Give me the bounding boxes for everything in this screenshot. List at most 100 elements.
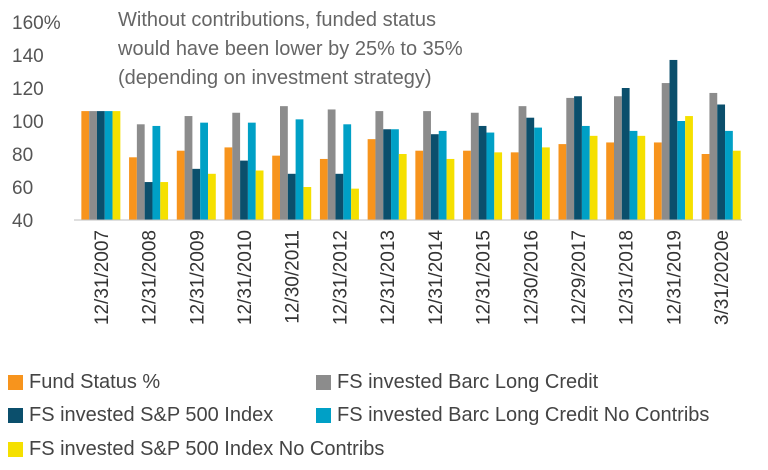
legend-label: Fund Status % [29,371,161,393]
bar [415,150,424,220]
bar [96,111,105,220]
bar [351,188,359,220]
bar [272,155,281,220]
legend-label: FS invested Barc Long Credit No Contribs [337,404,710,426]
bar [478,125,487,220]
x-tick-label: 12/29/2017 [569,230,590,325]
bar [319,158,328,220]
bar [606,142,615,220]
x-tick-label: 12/31/2010 [235,230,256,325]
x-tick-label: 12/31/2012 [330,230,351,325]
bar [677,121,686,220]
x-tick-label: 12/31/2013 [378,230,399,325]
y-tick-label: 120 [12,79,44,100]
bar-chart: 40 60 80 100 120 140 160% 12/31/2007 12/31/2008… [12,13,742,326]
bar [637,135,646,220]
legend-swatch-fund-status [8,375,23,390]
bar [367,139,376,220]
bar [653,142,662,220]
bar [136,124,145,220]
bar [247,122,256,220]
legend-label: FS invested Barc Long Credit [337,371,599,393]
bar [589,135,598,220]
x-tick-label: 3/31/2020e [712,230,733,325]
bar [112,111,121,220]
x-tick-label: 12/31/2019 [664,230,685,325]
bar [176,150,185,220]
bar [104,111,113,220]
y-tick-label: 140 [12,46,44,67]
y-tick-label: 100 [12,112,44,133]
bar [534,127,542,220]
bar [184,116,193,220]
bar [303,187,312,220]
bar [732,150,741,220]
bar [581,125,590,220]
bar [335,173,344,220]
x-tick-label: 12/31/2007 [92,230,113,325]
x-tick-label: 12/31/2018 [617,230,638,325]
legend-swatch-barc-long-credit-no-contribs [316,408,331,423]
bar [430,134,439,220]
bars [81,59,741,221]
bar [391,129,399,220]
bar [725,130,733,220]
legend: Fund Status % FS invested Barc Long Cred… [0,367,768,467]
bar [614,96,622,220]
legend-swatch-sp500-no-contribs [8,442,23,457]
x-tick-label: 12/30/2016 [521,230,542,325]
bar [518,106,527,220]
bar [232,112,241,220]
bar [685,116,693,220]
bar [240,160,248,220]
bar [661,83,670,220]
x-tick-label: 12/31/2015 [474,230,495,325]
y-tick-label: 40 [12,211,33,232]
legend-item-barc-long-credit: FS invested Barc Long Credit [316,371,598,394]
x-tick-label: 12/31/2014 [426,230,447,326]
legend-item-sp500-no-contribs: FS invested S&P 500 Index No Contribs [8,438,384,461]
bar [398,154,407,220]
bar [327,109,336,220]
x-axis: 12/31/2007 12/31/2008 12/31/2009 12/31/2010… [92,230,733,326]
bar [446,158,455,220]
bar [558,144,567,220]
annotation-text: Without contributions, funded status wou… [118,6,463,93]
bar [287,173,296,220]
legend-swatch-barc-long-credit [316,375,331,390]
annotation-line-2: would have been lower by 25% to 35% [118,38,463,60]
bar [574,96,582,220]
bar [383,129,392,220]
legend-item-sp500: FS invested S&P 500 Index [8,404,273,427]
bar [510,152,519,220]
x-tick-label: 12/31/2008 [140,230,161,325]
bar [255,170,264,220]
legend-label: FS invested S&P 500 Index [29,404,274,426]
bar [621,88,630,220]
bar [701,154,710,220]
bar [423,111,431,220]
bar [280,106,288,220]
y-axis: 40 60 80 100 120 140 160% [12,13,61,232]
bar [486,132,495,220]
bar [470,112,479,220]
bar [541,147,550,220]
bar [81,111,90,220]
legend-label: FS invested S&P 500 Index No Contribs [29,438,385,460]
annotation-line-3: (depending on investment strategy) [118,67,432,89]
y-tick-label: 60 [12,178,33,199]
bar [375,111,384,220]
x-tick-label: 12/31/2009 [187,230,208,325]
legend-swatch-sp500 [8,408,23,423]
y-tick-label: 160% [12,13,61,34]
bar [526,117,535,220]
bar [207,173,216,220]
legend-item-fund-status: Fund Status % [8,371,160,394]
legend-item-barc-long-credit-no-contribs: FS invested Barc Long Credit No Contribs [316,404,709,427]
bar [669,59,678,221]
bar [89,111,97,220]
bar [144,182,153,220]
x-tick-label: 12/30/2011 [283,230,304,324]
bar [160,182,169,220]
bar [463,150,471,220]
